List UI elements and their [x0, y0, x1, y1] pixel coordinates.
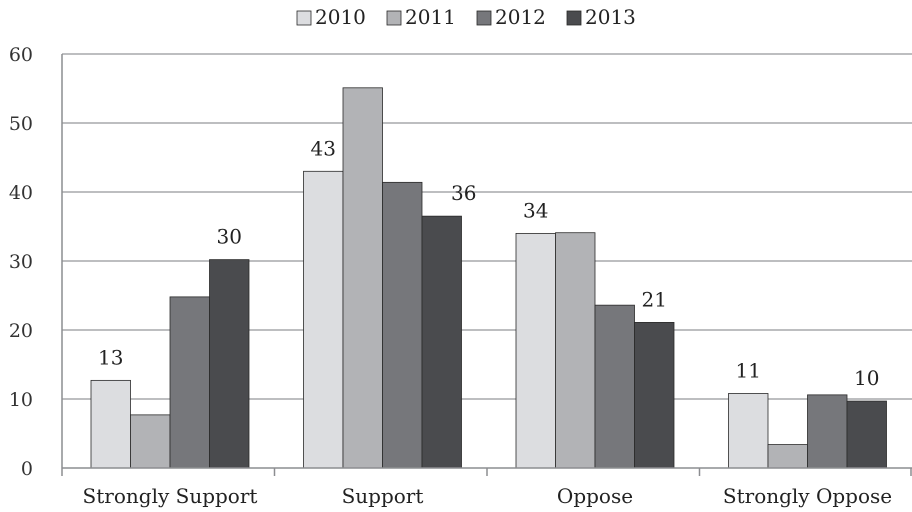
bar-oppose-2011 [555, 232, 596, 469]
legend-swatch-2010 [296, 10, 312, 26]
legend-label: 2011 [405, 5, 456, 29]
bar-oppose-2013 [634, 322, 675, 469]
y-tick-label: 60 [9, 44, 33, 66]
bar-support-2013 [421, 215, 462, 469]
bar-strongly-support-2012 [169, 296, 210, 469]
bar-strongly-support-2011 [130, 414, 171, 469]
bar-strongly-oppose-2010 [728, 393, 769, 469]
legend-swatch-2012 [476, 10, 492, 26]
bar-support-2012 [382, 181, 423, 469]
legend-swatch-2011 [386, 10, 402, 26]
bar-oppose-2010 [515, 232, 556, 469]
data-label: 13 [98, 345, 123, 369]
bar-support-2010 [303, 170, 344, 469]
legend-swatch-2013 [566, 10, 582, 26]
bar-support-2011 [342, 87, 383, 469]
y-tick-label: 40 [9, 182, 33, 204]
data-label: 34 [523, 198, 548, 222]
data-label: 21 [642, 287, 667, 311]
legend: 2010 2011 2012 2013 [296, 5, 636, 29]
data-label: 36 [451, 181, 476, 205]
legend-label: 2010 [315, 5, 366, 29]
category-labels: Strongly Support Support Oppose Strongly Op… [83, 484, 893, 508]
y-tick-label: 20 [9, 320, 33, 342]
x-axis [61, 54, 912, 476]
bars [90, 87, 887, 469]
data-label: 43 [311, 136, 336, 160]
category-label: Strongly Support [83, 484, 258, 508]
legend-label: 2012 [495, 5, 546, 29]
bar-strongly-support-2010 [90, 379, 131, 469]
y-tick-label: 30 [9, 251, 33, 273]
bar-strongly-oppose-2013 [846, 400, 887, 469]
data-label: 11 [736, 358, 761, 382]
category-label: Oppose [557, 484, 633, 508]
y-tick-label: 0 [21, 458, 33, 480]
category-label: Support [342, 484, 424, 508]
bar-strongly-support-2013 [209, 259, 250, 469]
category-label: Strongly Oppose [723, 484, 892, 508]
y-axis-ticks: 0 10 20 30 40 50 60 [9, 44, 33, 480]
data-label: 10 [854, 366, 879, 390]
bar-strongly-oppose-2012 [807, 394, 848, 469]
data-labels: 13 30 43 36 34 21 11 10 [98, 136, 879, 390]
bar-strongly-oppose-2011 [767, 444, 808, 469]
legend-label: 2013 [585, 5, 636, 29]
y-tick-label: 10 [9, 389, 33, 411]
data-label: 30 [217, 225, 242, 249]
bar-oppose-2012 [594, 304, 635, 469]
y-tick-label: 50 [9, 113, 33, 135]
